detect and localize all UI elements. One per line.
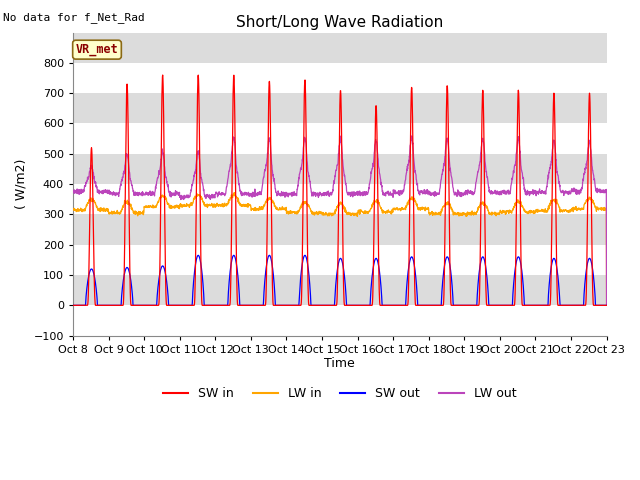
Text: VR_met: VR_met [76, 43, 118, 56]
Bar [73, 33, 607, 63]
Bar [73, 63, 607, 93]
Title: Short/Long Wave Radiation: Short/Long Wave Radiation [236, 15, 444, 30]
Text: No data for f_Net_Rad: No data for f_Net_Rad [3, 12, 145, 23]
Bar [73, 275, 607, 305]
Bar [73, 184, 607, 215]
X-axis label: Time: Time [324, 358, 355, 371]
Bar [73, 154, 607, 184]
Bar [73, 245, 607, 275]
Y-axis label: ( W/m2): ( W/m2) [15, 159, 28, 209]
Bar [73, 305, 607, 336]
Legend: SW in, LW in, SW out, LW out: SW in, LW in, SW out, LW out [158, 382, 521, 405]
Bar [73, 93, 607, 123]
Bar [73, 123, 607, 154]
Bar [73, 215, 607, 245]
